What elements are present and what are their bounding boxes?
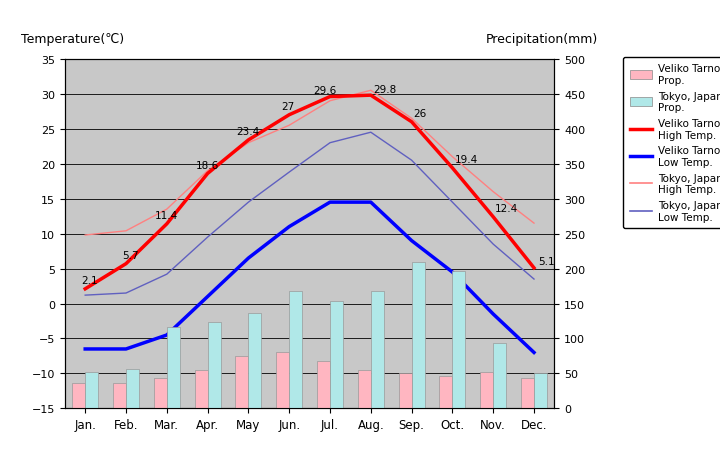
Text: 12.4: 12.4: [495, 204, 518, 214]
Text: 2.1: 2.1: [81, 276, 98, 285]
Text: Precipitation(mm): Precipitation(mm): [486, 33, 598, 46]
Bar: [154, 378, 167, 409]
Bar: [113, 383, 126, 409]
Text: 19.4: 19.4: [454, 155, 477, 165]
Bar: [126, 369, 139, 409]
Bar: [371, 291, 384, 409]
Bar: [167, 327, 180, 409]
Text: 5.1: 5.1: [538, 257, 554, 267]
Bar: [235, 356, 248, 409]
Bar: [521, 378, 534, 409]
Bar: [534, 373, 547, 409]
Text: 23.4: 23.4: [236, 127, 259, 137]
Bar: [317, 361, 330, 409]
Bar: [276, 353, 289, 409]
Text: 18.6: 18.6: [195, 161, 219, 170]
Legend: Veliko Tarnovo
Prop., Tokyo, Japan
Prop., Veliko Tarnovo
High Temp., Veliko Tarn: Veliko Tarnovo Prop., Tokyo, Japan Prop.…: [624, 58, 720, 228]
Text: 5.7: 5.7: [122, 251, 138, 261]
Bar: [248, 313, 261, 409]
Text: 29.8: 29.8: [373, 84, 396, 95]
Text: Temperature(℃): Temperature(℃): [21, 33, 124, 46]
Bar: [412, 263, 425, 409]
Bar: [207, 322, 220, 409]
Text: 27: 27: [281, 102, 294, 112]
Bar: [480, 372, 493, 409]
Bar: [439, 376, 452, 409]
Text: 26: 26: [413, 109, 427, 119]
Bar: [72, 383, 85, 409]
Bar: [452, 271, 465, 409]
Bar: [289, 291, 302, 409]
Bar: [330, 302, 343, 409]
Bar: [358, 370, 371, 409]
Text: 29.6: 29.6: [314, 86, 337, 96]
Bar: [493, 344, 506, 409]
Bar: [399, 374, 412, 409]
Bar: [194, 370, 207, 409]
Bar: [85, 372, 98, 409]
Text: 11.4: 11.4: [155, 211, 178, 221]
